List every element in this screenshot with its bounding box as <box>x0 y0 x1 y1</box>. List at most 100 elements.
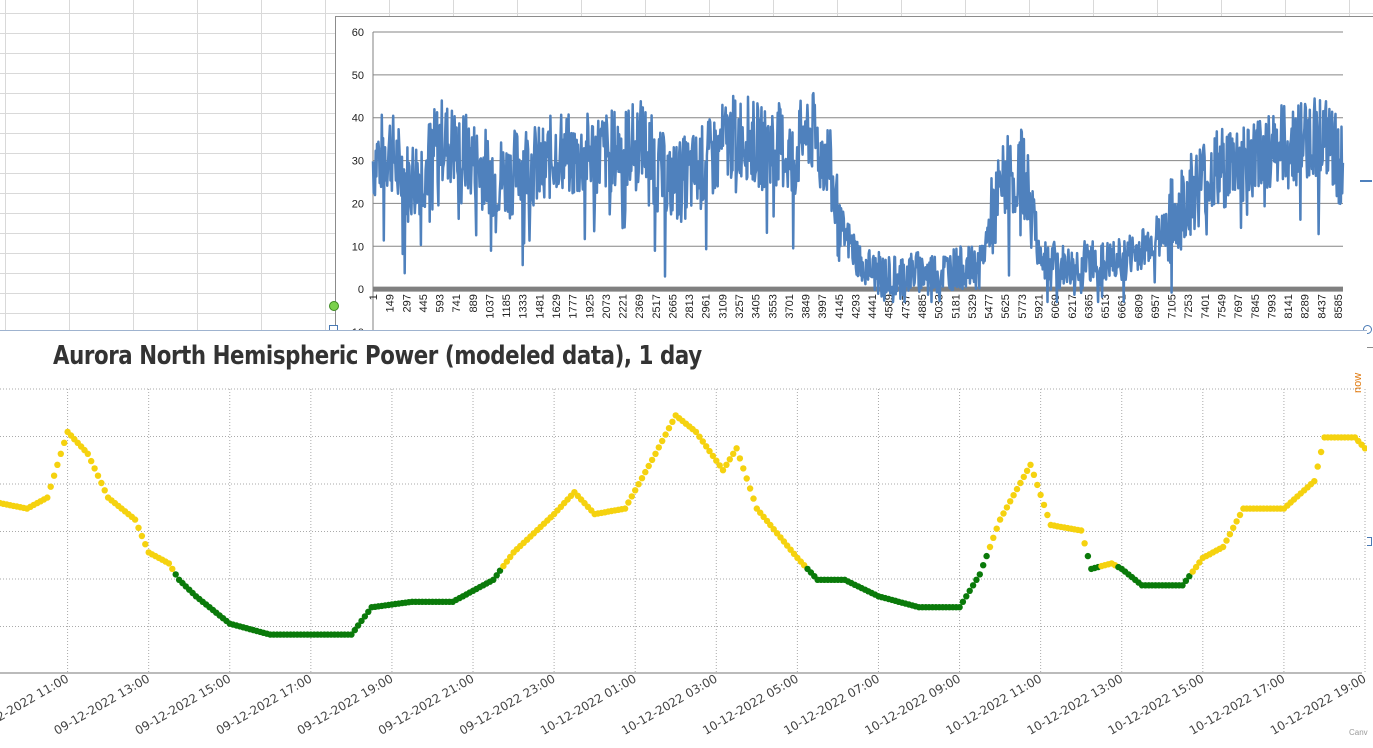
aurora-point <box>1017 479 1024 487</box>
excel-x-tick-label: 2665 <box>667 294 679 318</box>
excel-x-tick-label: 3553 <box>767 294 779 318</box>
aurora-point <box>719 467 727 474</box>
aurora-point <box>696 433 703 440</box>
excel-x-tick-label: 6069 <box>1050 294 1062 318</box>
aurora-point <box>1230 524 1237 531</box>
aurora-point <box>500 562 507 570</box>
excel-x-tick-label: 1 <box>368 294 380 300</box>
aurora-point <box>723 461 730 468</box>
aurora-point <box>659 437 666 445</box>
excel-x-tick-label: 7253 <box>1183 294 1195 318</box>
aurora-point <box>172 571 179 578</box>
aurora-point <box>358 617 365 625</box>
aurora-point <box>959 598 967 605</box>
aurora-point <box>1182 577 1190 584</box>
excel-x-tick-label: 5625 <box>1000 294 1012 318</box>
excel-x-tick-label: 6217 <box>1067 294 1079 318</box>
aurora-point <box>692 428 700 436</box>
aurora-point <box>57 450 64 457</box>
aurora-point <box>1196 559 1203 566</box>
aurora-point <box>1226 531 1234 538</box>
excel-x-tick-label: 889 <box>468 294 480 312</box>
excel-x-tick-label: 1333 <box>518 294 530 318</box>
aurora-point <box>493 572 500 579</box>
excel-x-tick-label: 7105 <box>1167 294 1179 318</box>
aurora-point <box>1314 463 1321 470</box>
excel-x-tick-label: 3849 <box>801 294 813 318</box>
resize-handle-top-right[interactable] <box>1363 325 1372 334</box>
excel-x-tick-label: 4737 <box>900 294 912 318</box>
aurora-title: Aurora North Hemispheric Power (modeled … <box>53 341 702 371</box>
excel-x-tick-label: 6513 <box>1100 294 1112 318</box>
excel-x-tick-label: 5033 <box>934 294 946 318</box>
aurora-point <box>655 444 662 451</box>
aurora-point <box>50 472 58 479</box>
excel-y-tick-label: 0 <box>358 284 364 296</box>
aurora-point <box>1084 552 1092 560</box>
aurora-point <box>503 558 510 565</box>
aurora-point <box>625 499 632 506</box>
rotation-handle[interactable] <box>329 301 339 311</box>
now-label: now <box>1352 372 1364 393</box>
aurora-point <box>1027 461 1034 468</box>
aurora-point <box>1311 478 1318 485</box>
aurora-point <box>138 532 146 540</box>
aurora-point <box>88 457 95 465</box>
aurora-point <box>1186 573 1193 580</box>
excel-x-tick-label: 4293 <box>850 294 862 318</box>
aurora-point <box>746 485 754 492</box>
excel-series-line <box>371 91 1345 304</box>
aurora-point <box>635 481 642 488</box>
excel-x-tick-label: 7401 <box>1200 294 1212 318</box>
aurora-point <box>699 438 706 445</box>
aurora-point <box>963 593 970 600</box>
aurora-point <box>365 608 372 615</box>
aurora-point <box>990 534 997 541</box>
excel-y-tick-label: 10 <box>352 241 364 253</box>
aurora-point <box>94 472 102 479</box>
aurora-point <box>1317 448 1325 456</box>
aurora-point <box>996 516 1004 523</box>
excel-line-chart[interactable]: 6050403020100-10114929744559374188910371… <box>335 16 1373 348</box>
excel-x-tick-label: 5181 <box>950 294 962 318</box>
aurora-point <box>638 475 646 482</box>
excel-x-tick-label: 5329 <box>967 294 979 318</box>
aurora-point <box>507 553 514 561</box>
aurora-point <box>662 431 669 438</box>
aurora-point <box>1013 485 1021 493</box>
aurora-point <box>750 495 757 502</box>
aurora-point <box>348 631 355 638</box>
aurora-point <box>730 450 737 457</box>
aurora-point <box>628 493 635 500</box>
aurora-point <box>1233 518 1240 525</box>
aurora-point <box>743 475 750 482</box>
aurora-point <box>1223 537 1230 544</box>
excel-x-tick-label: 3257 <box>734 294 746 318</box>
aurora-point <box>632 487 639 494</box>
excel-x-tick-label: 1629 <box>551 294 563 318</box>
excel-x-tick-label: 2073 <box>601 294 613 318</box>
excel-x-tick-label: 8289 <box>1300 294 1312 318</box>
aurora-point <box>1081 540 1088 547</box>
aurora-point <box>1020 473 1027 481</box>
aurora-image[interactable]: Aurora North Hemispheric Power (modeled … <box>0 330 1367 748</box>
excel-x-tick-label: 5921 <box>1033 294 1045 318</box>
aurora-point <box>54 461 61 468</box>
aurora-point <box>986 543 994 551</box>
aurora-point <box>969 582 977 589</box>
aurora-point <box>165 560 173 567</box>
aurora-point <box>169 565 176 573</box>
aurora-point <box>703 443 710 450</box>
aurora-point <box>490 576 497 583</box>
aurora-point <box>973 576 980 583</box>
aurora-point <box>1179 582 1186 589</box>
excel-legend-stub <box>1360 180 1372 182</box>
excel-x-tick-label: 2961 <box>701 294 713 318</box>
aurora-point <box>351 626 358 634</box>
aurora-point <box>726 456 733 463</box>
excel-y-tick-label: 20 <box>352 198 364 210</box>
aurora-point <box>993 525 1000 532</box>
aurora-point <box>621 505 629 512</box>
image-credit: Canv <box>1349 728 1368 737</box>
